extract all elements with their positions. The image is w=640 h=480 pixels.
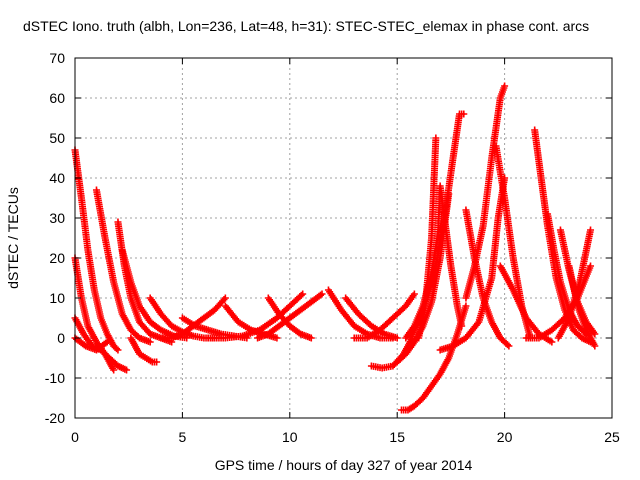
y-tick-label: 70 bbox=[49, 50, 65, 66]
chart-title: dSTEC Iono. truth (albh, Lon=236, Lat=48… bbox=[23, 18, 590, 34]
data-point bbox=[110, 366, 118, 374]
data-point bbox=[299, 290, 307, 298]
y-tick-label: 20 bbox=[49, 250, 65, 266]
data-point bbox=[460, 110, 468, 118]
y-tick-label: 30 bbox=[49, 210, 65, 226]
y-tick-label: 0 bbox=[57, 330, 65, 346]
data-point bbox=[113, 345, 121, 353]
series-arc27 bbox=[462, 206, 513, 350]
x-tick-label: 10 bbox=[282, 429, 298, 445]
data-point bbox=[146, 338, 154, 346]
data-point bbox=[548, 338, 556, 346]
y-tick-label: 40 bbox=[49, 170, 65, 186]
data-point bbox=[221, 294, 229, 302]
x-tick-label: 25 bbox=[604, 429, 620, 445]
data-point bbox=[297, 291, 305, 299]
series-arc18 bbox=[350, 290, 418, 342]
y-tick-label: 50 bbox=[49, 130, 65, 146]
data-point bbox=[505, 342, 513, 350]
y-tick-label: 60 bbox=[49, 90, 65, 106]
x-tick-label: 20 bbox=[497, 429, 513, 445]
data-point bbox=[503, 341, 511, 349]
data-point bbox=[393, 334, 401, 342]
data-point bbox=[458, 322, 466, 330]
data-point bbox=[273, 334, 281, 342]
data-markers bbox=[71, 82, 599, 414]
series-arc5 bbox=[92, 186, 154, 346]
data-point bbox=[103, 338, 111, 346]
data-point bbox=[123, 366, 131, 374]
y-axis-label: dSTEC / TECUs bbox=[5, 187, 21, 289]
data-point bbox=[587, 262, 595, 270]
data-point bbox=[153, 358, 161, 366]
gridlines bbox=[75, 58, 612, 418]
data-point bbox=[501, 82, 509, 90]
data-point bbox=[307, 334, 315, 342]
data-point bbox=[114, 346, 122, 354]
data-point bbox=[432, 134, 440, 142]
x-tick-label: 5 bbox=[179, 429, 187, 445]
data-point bbox=[591, 330, 599, 338]
series-arc26 bbox=[462, 82, 509, 302]
series-arc8 bbox=[127, 334, 161, 366]
series-arc1 bbox=[71, 146, 122, 354]
x-tick-label: 15 bbox=[389, 429, 405, 445]
axis-ticks: 0 5 10 15 20 25 -20 -10 0 10 20 30 40 50 60 70 bbox=[45, 50, 620, 445]
y-tick-label: 10 bbox=[49, 290, 65, 306]
data-point bbox=[318, 290, 326, 298]
series-arc35 bbox=[565, 262, 599, 350]
x-axis-label: GPS time / hours of day 327 of year 2014 bbox=[215, 457, 473, 473]
data-point bbox=[410, 290, 418, 298]
series-arc2 bbox=[71, 254, 118, 374]
x-tick-label: 0 bbox=[71, 429, 79, 445]
y-tick-label: -20 bbox=[45, 410, 65, 426]
plot-frame bbox=[74, 57, 613, 419]
data-point bbox=[462, 302, 470, 310]
series-arc6 bbox=[114, 218, 176, 346]
series-arc14 bbox=[254, 290, 326, 342]
y-tick-label: -10 bbox=[45, 370, 65, 386]
data-point bbox=[591, 342, 599, 350]
data-point bbox=[220, 296, 228, 303]
series-arc24 bbox=[415, 134, 440, 342]
data-point bbox=[587, 226, 595, 234]
series-arc15 bbox=[264, 294, 315, 342]
